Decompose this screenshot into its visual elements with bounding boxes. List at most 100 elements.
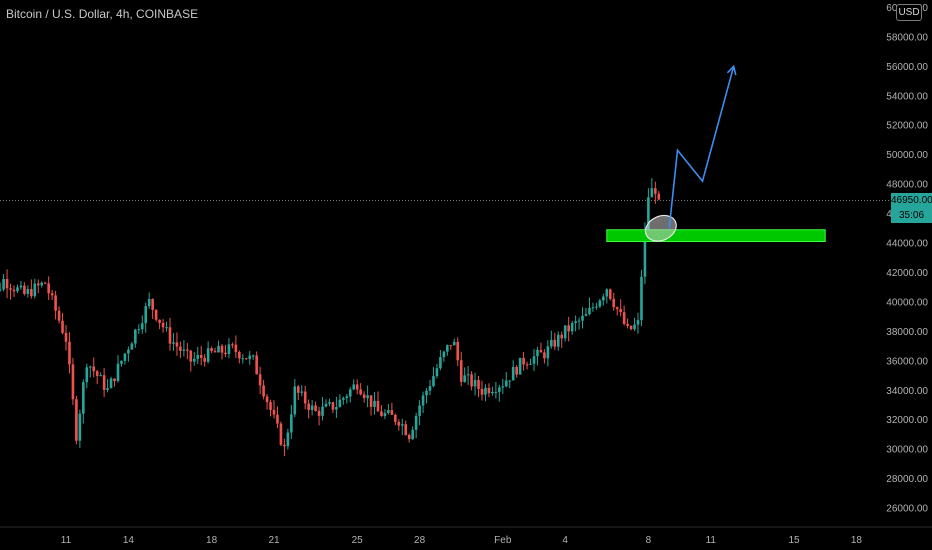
candle-body (182, 349, 186, 351)
candle-body (342, 398, 345, 400)
candle-body (321, 406, 324, 416)
candle-body (636, 320, 640, 325)
candle-body (224, 352, 227, 355)
candle-body (192, 358, 196, 362)
candle-body (217, 345, 220, 353)
candle-body (23, 285, 26, 294)
time-tick-label: 15 (788, 535, 800, 546)
candle-body (595, 306, 598, 308)
candle-body (414, 415, 418, 430)
candle-body (64, 332, 68, 342)
candle-body (501, 386, 505, 388)
candle-body (262, 385, 265, 397)
candle-body (491, 391, 494, 394)
candle-body (608, 289, 612, 299)
candle-body (286, 432, 290, 447)
price-tick-label: 42000.00 (886, 268, 928, 279)
candle-body (317, 410, 321, 416)
candle-body (553, 339, 557, 347)
candle-body (494, 391, 498, 393)
candle-body (622, 312, 626, 324)
candle-body (657, 193, 661, 200)
candle-body (390, 410, 394, 415)
time-tick-label: 11 (706, 535, 717, 546)
candle-body (529, 363, 532, 365)
candle-body (47, 283, 50, 294)
candle-body (331, 402, 335, 410)
candle-body (602, 296, 605, 301)
candle-body (248, 355, 252, 360)
candle-body (577, 320, 581, 322)
candle-body (231, 344, 234, 346)
price-tick-label: 38000.00 (886, 327, 928, 338)
candle-body (387, 410, 390, 414)
candle-body (504, 380, 508, 387)
currency-button[interactable]: USD (896, 4, 922, 21)
candle-body (220, 345, 224, 353)
price-tick-label: 32000.00 (886, 415, 928, 426)
candle-body (238, 352, 241, 359)
candle-body (380, 411, 383, 417)
candle-body (654, 188, 657, 194)
candle-body (574, 321, 577, 323)
price-axis[interactable]: 60000.0058000.0056000.0054000.0052000.00… (886, 3, 928, 515)
candle-body (168, 327, 172, 344)
candle-body (227, 344, 231, 355)
candle-body (598, 300, 602, 307)
candle-body (418, 405, 421, 416)
candle-body (82, 382, 85, 414)
candle-body (345, 396, 349, 399)
candle-body (435, 368, 439, 377)
candle-body (300, 391, 304, 393)
candle-body (102, 375, 106, 390)
candle-body (279, 423, 283, 445)
candle-body (258, 374, 262, 386)
candle-body (567, 325, 570, 332)
candle-body (127, 349, 130, 354)
candle-body (50, 293, 54, 296)
candle-body (36, 283, 40, 286)
candle-body (0, 289, 2, 291)
bar-countdown-tag: 35:06 (891, 208, 932, 223)
support-zone-rectangle[interactable] (606, 229, 826, 243)
candle-body (68, 341, 71, 365)
candle-body (626, 323, 629, 326)
time-tick-label: 25 (352, 535, 364, 546)
time-axis[interactable]: 11 14 18 21 25 28 Feb 4 8 11 15 18 (61, 535, 863, 546)
projection-path-line[interactable] (668, 66, 735, 229)
candle-body (213, 351, 217, 353)
candle-body (543, 352, 546, 359)
candle-body (120, 360, 123, 364)
candle-body (411, 429, 414, 440)
candle-body (633, 324, 636, 330)
candle-body (484, 387, 487, 395)
candle-body (369, 395, 373, 407)
candle-body (78, 413, 82, 441)
candle-body (446, 345, 449, 352)
candle-body (570, 322, 574, 332)
candle-body (151, 299, 154, 310)
candle-body (251, 355, 255, 357)
price-tick-label: 58000.00 (886, 32, 928, 43)
candle-body (206, 348, 210, 362)
candle-body (54, 295, 57, 311)
candle-body (584, 314, 588, 316)
candle-body (612, 298, 616, 308)
candle-body (134, 329, 137, 344)
candle-body (581, 315, 584, 321)
time-tick-label: 18 (851, 535, 863, 546)
candle-body (33, 283, 37, 297)
drawings-layer (606, 64, 826, 246)
candle-body (293, 386, 297, 415)
candle-body (522, 357, 525, 365)
candle-body (407, 434, 411, 440)
candle-body (546, 346, 550, 359)
candle-body (85, 367, 89, 383)
highlight-ellipse[interactable] (641, 211, 680, 246)
price-tick-label: 26000.00 (886, 504, 928, 515)
projection-arrowhead (726, 64, 737, 76)
candle-body (265, 396, 269, 403)
candle-body (189, 350, 193, 362)
candle-body (550, 339, 553, 347)
